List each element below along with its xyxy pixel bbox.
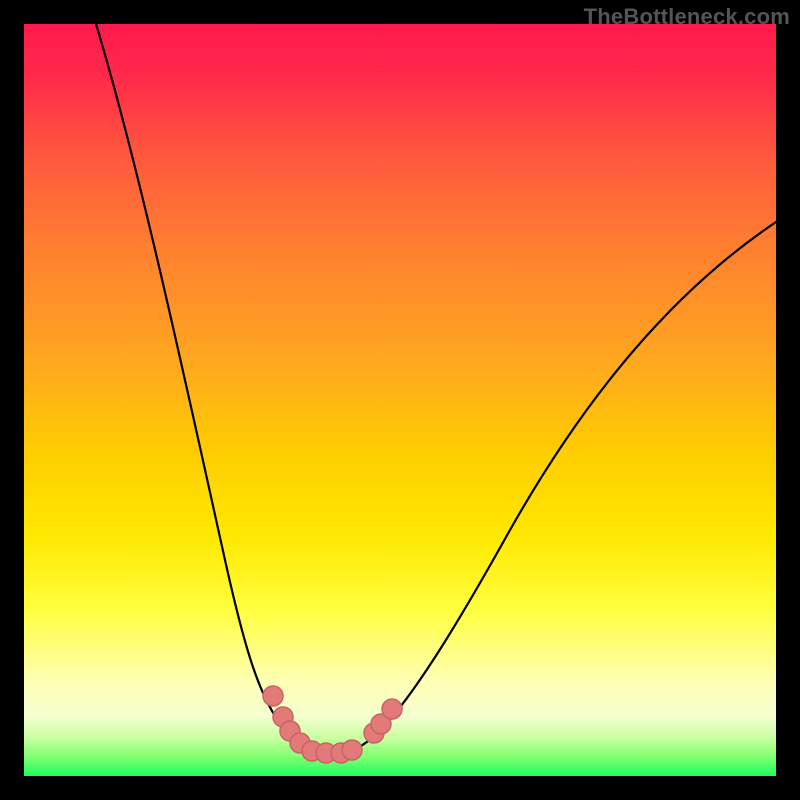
gradient-background	[24, 24, 776, 776]
bottleneck-curve-plot	[0, 0, 800, 800]
watermark-text: TheBottleneck.com	[584, 4, 790, 30]
sample-point	[342, 740, 362, 760]
sample-point	[263, 686, 283, 706]
chart-canvas: TheBottleneck.com	[0, 0, 800, 800]
sample-point	[382, 699, 402, 719]
